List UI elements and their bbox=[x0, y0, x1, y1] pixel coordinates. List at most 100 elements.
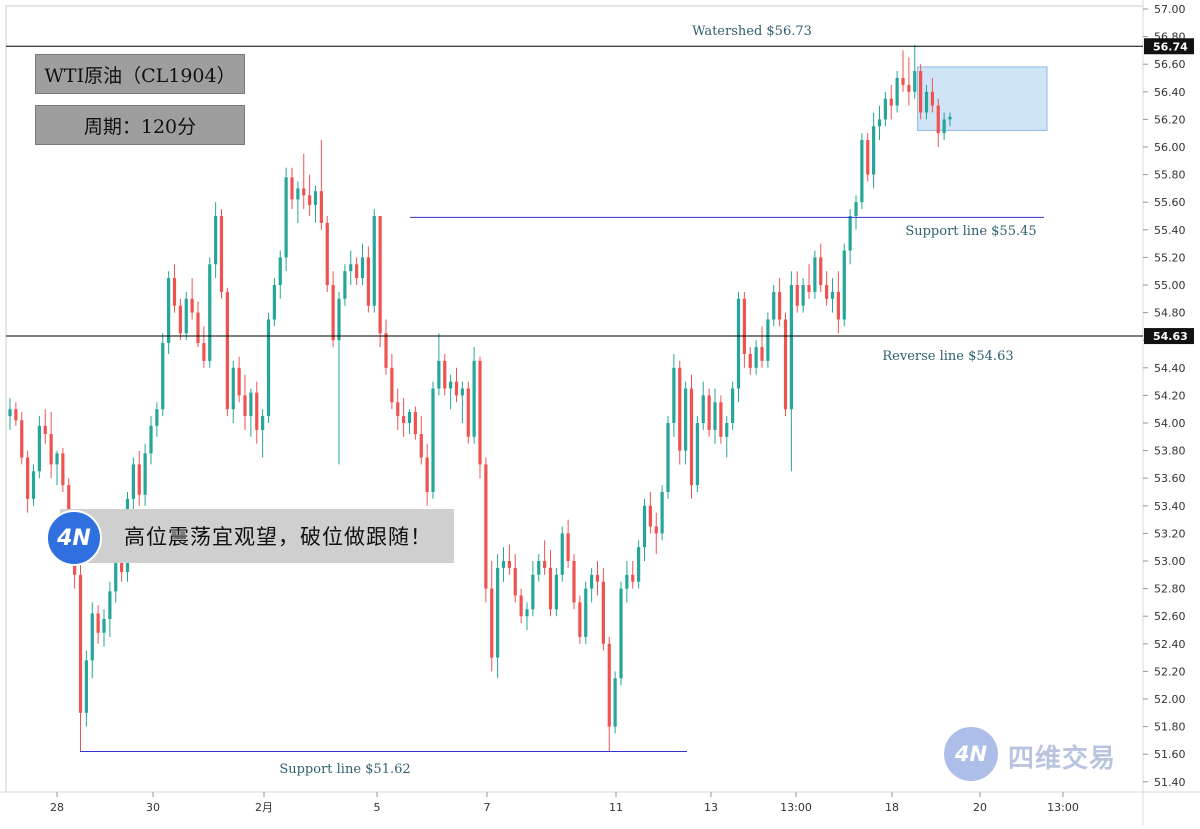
x-tick-label: 7 bbox=[484, 801, 491, 814]
candle-body bbox=[343, 271, 347, 299]
candle-body bbox=[61, 453, 65, 486]
candle-body bbox=[566, 533, 570, 561]
candle-body bbox=[772, 291, 776, 320]
candle-body bbox=[349, 264, 353, 272]
candle-body bbox=[8, 409, 12, 417]
candle-body bbox=[454, 381, 459, 396]
candle-body bbox=[619, 588, 623, 679]
candle-body bbox=[689, 388, 694, 486]
candle-body bbox=[543, 561, 547, 568]
candle-body bbox=[836, 291, 840, 320]
candle-body bbox=[625, 574, 629, 589]
y-tick-label: 57.00 bbox=[1154, 3, 1186, 16]
candle-body bbox=[313, 191, 318, 205]
candle-body bbox=[560, 533, 564, 575]
candle-body bbox=[78, 574, 83, 713]
y-tick-label: 52.80 bbox=[1154, 583, 1186, 596]
candle-body bbox=[725, 423, 729, 437]
candle-body bbox=[319, 191, 323, 223]
candle-body bbox=[866, 140, 870, 175]
candle-body bbox=[637, 547, 641, 582]
y-tick-label: 52.20 bbox=[1154, 665, 1186, 678]
x-tick-label: 13 bbox=[704, 801, 718, 814]
candle-body bbox=[261, 416, 265, 430]
candle-body bbox=[660, 492, 664, 534]
candle-body bbox=[90, 613, 94, 661]
candle-body bbox=[613, 678, 617, 727]
current-price-tag: 56.74 bbox=[1153, 40, 1188, 53]
candle-body bbox=[531, 574, 535, 610]
candle-body bbox=[889, 98, 893, 106]
y-tick-label: 53.00 bbox=[1154, 555, 1186, 568]
x-tick-label: 2月 bbox=[255, 801, 273, 814]
candle-body bbox=[31, 471, 36, 499]
y-tick-label: 51.80 bbox=[1154, 721, 1186, 734]
candle-body bbox=[407, 411, 412, 423]
y-tick-label: 52.40 bbox=[1154, 638, 1186, 651]
candle-body bbox=[390, 367, 394, 403]
candle-body bbox=[437, 360, 441, 389]
candle-body bbox=[296, 188, 300, 200]
period-label: 周期：120分 bbox=[83, 115, 197, 138]
y-tick-label: 55.40 bbox=[1154, 224, 1186, 237]
y-tick-label: 55.60 bbox=[1154, 196, 1186, 209]
candle-body bbox=[883, 98, 887, 120]
candle-body bbox=[872, 126, 876, 175]
candle-body bbox=[919, 71, 923, 113]
candle-body bbox=[801, 285, 805, 306]
y-tick-label: 54.00 bbox=[1154, 417, 1186, 430]
candle-body bbox=[431, 388, 435, 492]
y-tick-label: 51.40 bbox=[1154, 776, 1186, 789]
candle-body bbox=[525, 609, 529, 617]
advice-banner: 高位震荡宜观望，破位做跟随！ bbox=[60, 509, 454, 563]
x-tick-label: 18 bbox=[885, 801, 899, 814]
reverse-price-tag-bg bbox=[1144, 328, 1194, 345]
candle-body bbox=[178, 305, 182, 334]
candle-body bbox=[360, 257, 365, 279]
candle-body bbox=[825, 285, 829, 299]
candle-body bbox=[795, 285, 799, 306]
candle-body bbox=[848, 216, 852, 251]
y-tick-label: 54.80 bbox=[1154, 307, 1186, 320]
current-price-tag-bg bbox=[1144, 38, 1194, 55]
candle-body bbox=[478, 360, 482, 465]
x-tick-label: 11 bbox=[609, 801, 623, 814]
candle-body bbox=[748, 354, 752, 368]
x-tick-label: 28 bbox=[50, 801, 64, 814]
candle-body bbox=[331, 285, 335, 341]
candle-body bbox=[155, 409, 159, 426]
y-tick-label: 53.40 bbox=[1154, 500, 1186, 513]
y-tick-label: 55.80 bbox=[1154, 169, 1186, 182]
candle-body bbox=[396, 402, 400, 417]
candle-body bbox=[548, 567, 553, 610]
watermark-brand-text: 四维交易 bbox=[1008, 744, 1117, 774]
candle-body bbox=[860, 140, 864, 203]
candle-body bbox=[55, 453, 59, 465]
candle-body bbox=[672, 367, 676, 423]
candle-body bbox=[701, 395, 705, 423]
candle-body bbox=[290, 177, 294, 200]
candle-body bbox=[813, 257, 817, 292]
y-tick-label: 53.80 bbox=[1154, 445, 1186, 458]
candle-body bbox=[877, 119, 882, 127]
candle-body bbox=[501, 561, 506, 568]
candle-body bbox=[37, 425, 41, 472]
candle-body bbox=[355, 264, 359, 279]
candle-body bbox=[736, 298, 741, 389]
candle-body bbox=[930, 91, 934, 106]
candle-body bbox=[496, 567, 500, 658]
candle-body bbox=[590, 574, 594, 589]
candle-body bbox=[584, 588, 588, 637]
candle-body bbox=[490, 588, 494, 658]
candle-body bbox=[519, 595, 523, 617]
candle-body bbox=[172, 278, 177, 306]
y-tick-label: 56.40 bbox=[1154, 86, 1186, 99]
candle-body bbox=[783, 319, 788, 410]
candle-body bbox=[278, 257, 282, 285]
candle-body bbox=[695, 423, 699, 486]
candle-body bbox=[942, 119, 946, 134]
candle-body bbox=[284, 177, 288, 258]
candle-body bbox=[819, 257, 823, 285]
candle-body bbox=[936, 105, 940, 134]
